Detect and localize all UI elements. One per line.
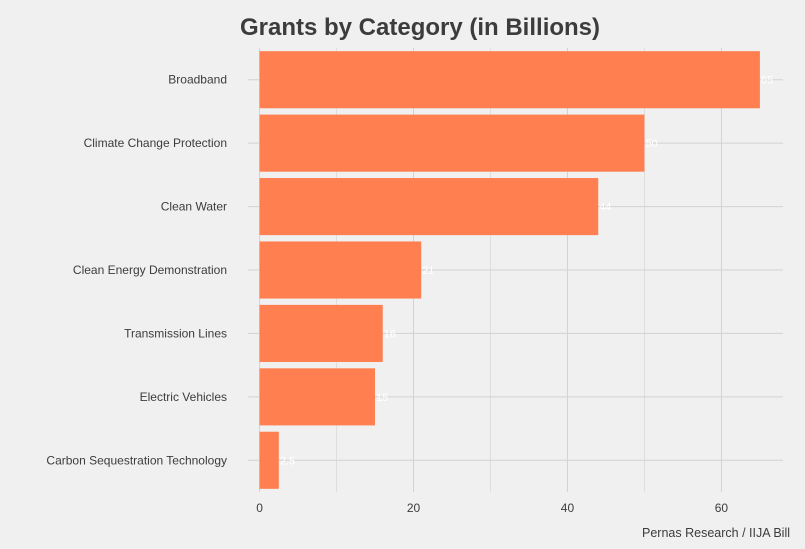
- bars: [259, 51, 760, 489]
- bar: [259, 114, 645, 172]
- bar-value-label: 50: [645, 138, 657, 150]
- x-tick-label: 40: [561, 501, 575, 515]
- labels: 0 20 40 60 65 Broadband 50 Climate Change Prote…: [46, 73, 773, 515]
- bar: [259, 241, 422, 299]
- bar: [259, 368, 376, 426]
- bar-value-label: 2.5: [280, 455, 295, 467]
- chart-caption: Pernas Research / IIJA Bill: [642, 526, 790, 540]
- x-tick-label: 20: [407, 501, 421, 515]
- category-label: Climate Change Protection: [84, 136, 227, 150]
- bar: [259, 304, 383, 362]
- bar: [259, 431, 279, 489]
- category-label: Transmission Lines: [124, 326, 227, 340]
- bar: [259, 51, 760, 109]
- bar-value-label: 16: [384, 328, 396, 340]
- bar-value-label: 65: [761, 75, 773, 87]
- x-tick-label: 0: [256, 501, 263, 515]
- bar: [259, 178, 599, 236]
- category-label: Carbon Sequestration Technology: [46, 453, 227, 467]
- bar-value-label: 44: [599, 202, 611, 214]
- chart-title: Grants by Category (in Billions): [240, 14, 600, 41]
- category-label: Clean Energy Demonstration: [73, 263, 227, 277]
- bar-value-label: 21: [422, 265, 434, 277]
- bar-value-label: 15: [376, 392, 388, 404]
- x-tick-label: 60: [715, 501, 729, 515]
- category-label: Broadband: [168, 73, 227, 87]
- category-label: Electric Vehicles: [140, 390, 227, 404]
- category-label: Clean Water: [161, 200, 227, 214]
